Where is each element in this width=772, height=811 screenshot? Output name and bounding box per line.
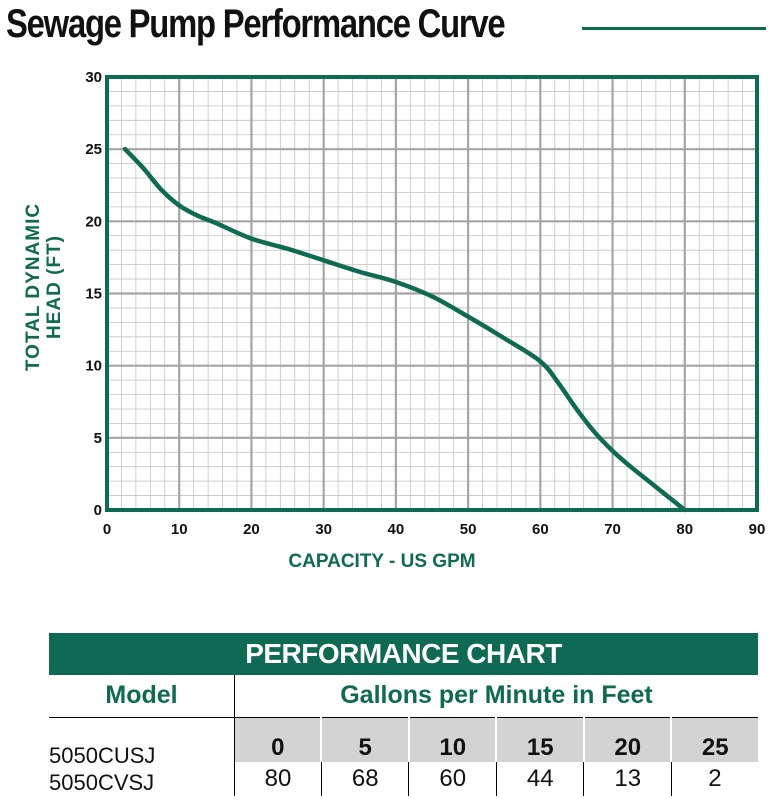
y-tick-label: 30 (85, 69, 102, 86)
y-tick-label: 5 (94, 430, 102, 447)
x-axis-label: CAPACITY - US GPM (288, 551, 475, 572)
model-name: 5050CVSJ (49, 769, 155, 795)
x-tick-label: 50 (460, 521, 477, 538)
head-value-cell: 0 (234, 717, 322, 762)
x-tick-labels: 0 10 20 30 40 50 60 70 80 90 (103, 521, 766, 538)
head-value-cell: 20 (582, 717, 672, 762)
y-tick-label: 25 (85, 141, 102, 158)
title-rule (582, 27, 766, 30)
performance-table: PERFORMANCE CHART Model Gallons per Minu… (49, 633, 758, 796)
gpm-value-cell: 68 (320, 761, 409, 796)
x-tick-label: 60 (532, 521, 549, 538)
chart-grid-major (105, 75, 759, 512)
performance-curve-line (122, 146, 688, 513)
gpm-value-cell: 60 (408, 761, 497, 796)
x-tick-label: 80 (676, 521, 693, 538)
y-tick-label: 10 (85, 358, 102, 375)
head-value-cell: 15 (495, 717, 584, 762)
x-tick-label: 20 (243, 521, 260, 538)
gpm-value-cell: 13 (583, 761, 672, 796)
gpm-value-cell: 80 (234, 761, 322, 796)
x-tick-label: 30 (315, 521, 332, 538)
table-header: PERFORMANCE CHART (49, 633, 758, 675)
x-tick-label: 70 (604, 521, 621, 538)
performance-chart: 0 10 20 30 40 50 60 70 80 90 0 5 10 15 20 25 30 CAPACIT… (23, 69, 766, 572)
y-tick-label: 20 (85, 213, 102, 230)
x-tick-label: 40 (388, 521, 405, 538)
plot-frame (105, 75, 759, 512)
head-value-cell: 5 (320, 717, 409, 762)
page-title: Sewage Pump Performance Curve (6, 2, 506, 46)
y-tick-labels: 0 5 10 15 20 25 30 (85, 69, 102, 519)
gpm-value-cell: 2 (670, 761, 758, 796)
x-tick-label: 90 (749, 521, 766, 538)
y-axis-label-line-2: HEAD (FT) (44, 235, 65, 339)
head-value-cell: 25 (670, 717, 758, 762)
head-value-cell: 10 (407, 717, 497, 762)
x-tick-label: 10 (171, 521, 188, 538)
x-tick-label: 0 (103, 521, 111, 538)
y-tick-label: 15 (85, 286, 102, 303)
model-name: 5050CUSJ (49, 742, 156, 768)
model-column-header: Model (49, 675, 235, 718)
model-list: 5050CUSJ 5050CVSJ (49, 717, 235, 796)
y-tick-label: 0 (94, 502, 102, 519)
y-axis-label-line-1: TOTAL DYNAMIC (23, 203, 44, 371)
gpm-column-header: Gallons per Minute in Feet (234, 675, 758, 718)
y-axis-label: TOTAL DYNAMIC HEAD (FT) (23, 203, 65, 371)
gpm-value-cell: 44 (495, 761, 584, 796)
